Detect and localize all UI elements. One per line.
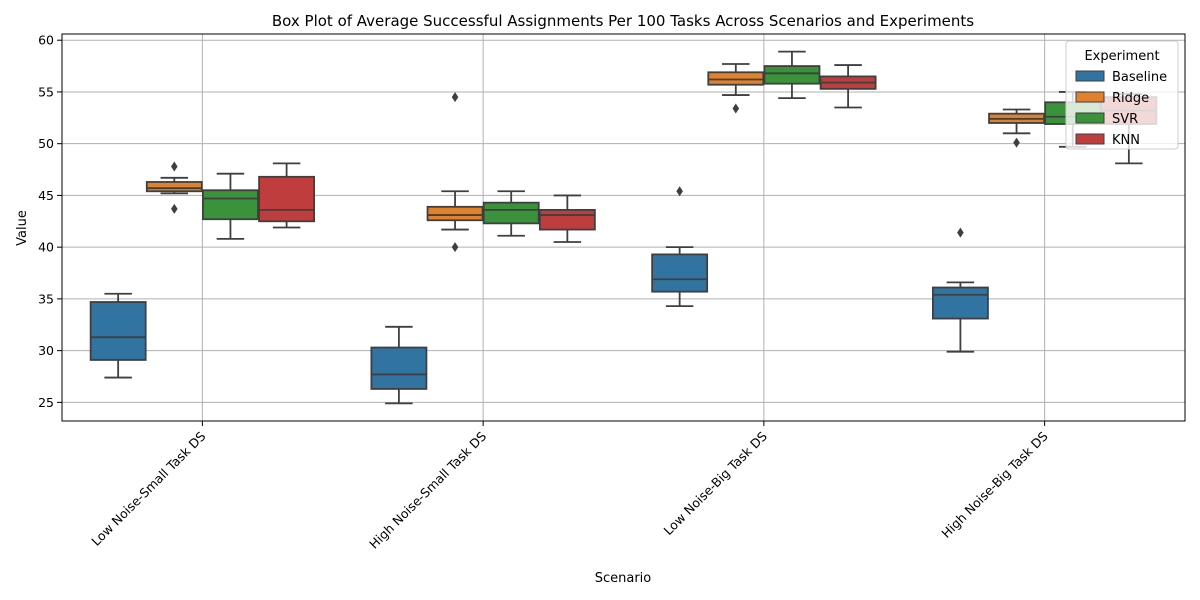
legend-title: Experiment — [1084, 49, 1159, 64]
box-ridge — [145, 181, 203, 193]
y-tick-label: 45 — [38, 188, 54, 203]
outlier-point — [957, 227, 964, 238]
outlier-point — [451, 92, 459, 103]
y-tick-label: 50 — [38, 136, 54, 151]
plot-area — [62, 34, 1185, 421]
y-tick-label: 35 — [38, 291, 54, 306]
y-tick-label: 60 — [38, 33, 54, 48]
outlier-point — [451, 242, 459, 253]
legend-swatch-baseline — [1075, 70, 1105, 82]
x-tick-label: Low Noise-Big Task DS — [661, 428, 771, 538]
box-baseline — [89, 301, 147, 361]
box-baseline — [651, 253, 709, 293]
x-tick-label: High Noise-Small Task DS — [366, 428, 489, 551]
x-tick-label: Low Noise-Small Task DS — [88, 428, 208, 548]
outlier-point — [676, 186, 683, 197]
box-knn — [258, 175, 316, 223]
y-tick-label: 25 — [38, 395, 54, 410]
box-svr — [763, 65, 821, 85]
box-baseline — [931, 286, 989, 320]
legend-swatch-knn — [1075, 133, 1105, 145]
legend-label: KNN — [1112, 133, 1140, 148]
x-tick-label: High Noise-Big Task DS — [938, 428, 1050, 540]
legend-label: Ridge — [1112, 91, 1149, 106]
legend-label: Baseline — [1112, 70, 1167, 85]
outlier-point — [171, 161, 178, 172]
box-ridge — [426, 205, 484, 222]
chart-title: Box Plot of Average Successful Assignmen… — [272, 12, 974, 30]
legend-label: SVR — [1112, 112, 1138, 127]
box-svr — [482, 201, 540, 225]
legend-swatch-svr — [1075, 112, 1105, 124]
box-svr — [202, 189, 259, 221]
box-baseline — [370, 346, 428, 390]
y-axis-label: Value — [15, 210, 30, 246]
outlier-point — [732, 103, 740, 114]
grid-lines — [62, 34, 1185, 421]
y-tick-label: 30 — [38, 343, 54, 358]
legend: Experiment Baseline Ridge SVR KNN — [1065, 40, 1179, 150]
box-knn — [538, 209, 596, 231]
plot-frame — [61, 33, 1186, 422]
outlier-point — [171, 203, 178, 214]
legend-swatch-ridge — [1075, 91, 1105, 103]
outlier-point — [1013, 137, 1020, 148]
x-axis-label: Scenario — [595, 571, 652, 586]
box-ridge — [707, 71, 765, 86]
y-tick-label: 40 — [38, 240, 54, 255]
y-tick-label: 55 — [38, 84, 54, 99]
